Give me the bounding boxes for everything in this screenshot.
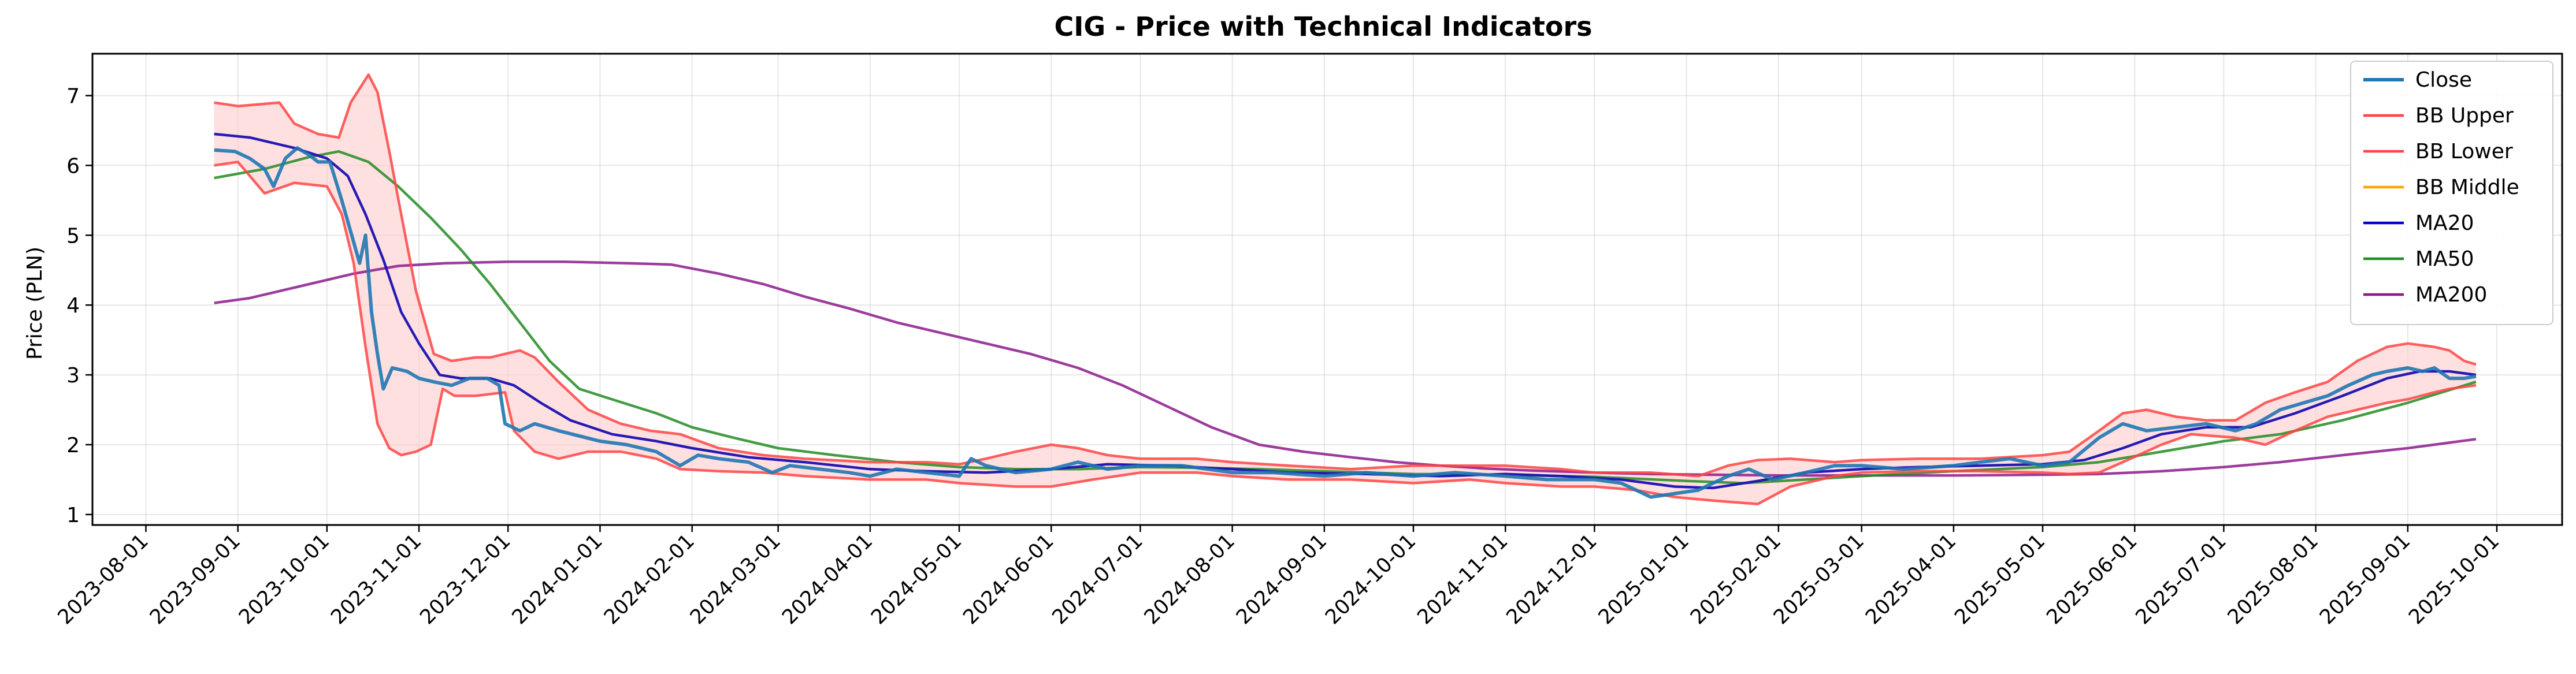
legend-label: MA20: [2415, 211, 2474, 235]
y-axis-label: Price (PLN): [23, 247, 47, 360]
series-line-ma200: [214, 260, 2477, 477]
legend-label: BB Upper: [2415, 104, 2514, 128]
x-tick-label: 2024-10-01: [1321, 530, 1420, 629]
legend-label: MA200: [2415, 283, 2487, 307]
y-tick-label: 2: [66, 434, 80, 457]
x-tick-label: 2024-01-01: [508, 530, 607, 629]
x-tick-label: 2023-12-01: [415, 530, 515, 629]
x-tick-label: 2025-10-01: [2404, 530, 2504, 629]
legend-label: BB Lower: [2415, 140, 2513, 163]
x-tick-label: 2024-08-01: [1140, 530, 1239, 629]
x-tick-label: 2025-03-01: [1769, 530, 1869, 629]
x-tick-label: 2025-07-01: [2132, 530, 2231, 629]
x-tick-label: 2025-01-01: [1594, 530, 1694, 629]
x-tick-label: 2023-11-01: [326, 530, 426, 629]
legend-label: MA50: [2415, 247, 2474, 271]
plot-frame: [91, 53, 2563, 526]
x-tick-label: 2024-11-01: [1413, 530, 1512, 629]
x-tick-label: 2025-05-01: [1950, 530, 2050, 629]
legend-label: BB Middle: [2415, 176, 2519, 199]
series-line-bb-upper: [214, 73, 2477, 478]
x-tick-label: 2024-04-01: [778, 530, 877, 629]
x-tick-label: 2025-08-01: [2224, 530, 2323, 629]
x-tick-label: 2025-06-01: [2043, 530, 2142, 629]
x-tick-label: 2025-04-01: [1861, 530, 1961, 629]
x-tick-label: 2024-09-01: [1232, 530, 1331, 629]
x-tick-label: 2024-06-01: [959, 530, 1059, 629]
y-tick-label: 5: [66, 224, 80, 248]
x-tick-label: 2024-02-01: [600, 530, 699, 629]
bollinger-band-fill: [214, 75, 2476, 504]
y-tick-label: 3: [66, 364, 80, 388]
legend-label: Close: [2415, 68, 2472, 92]
series-layer: [214, 73, 2477, 505]
y-tick-label: 6: [66, 154, 80, 178]
x-tick-label: 2023-08-01: [54, 530, 153, 629]
x-tick-label: 2023-09-01: [146, 530, 245, 629]
chart-title: CIG - Price with Technical Indicators: [1054, 11, 1592, 42]
series-line-bb-lower: [214, 161, 2477, 505]
x-tick-label: 2023-10-01: [235, 530, 334, 629]
series-line-close: [214, 146, 2477, 499]
x-tick-label: 2025-09-01: [2315, 530, 2415, 629]
x-tick-label: 2024-05-01: [867, 530, 966, 629]
legend: Close BB Upper BB Lower BB Middle MA20 MA50 MA…: [2350, 61, 2553, 325]
x-tick-label: 2024-03-01: [686, 530, 785, 629]
y-tick-label: 1: [66, 504, 80, 527]
y-tick-label: 4: [66, 294, 80, 318]
y-tick-label: 7: [66, 85, 80, 109]
x-tick-label: 2024-12-01: [1502, 530, 1602, 629]
x-tick-label: 2024-07-01: [1048, 530, 1148, 629]
bb-band-area: [214, 75, 2476, 504]
